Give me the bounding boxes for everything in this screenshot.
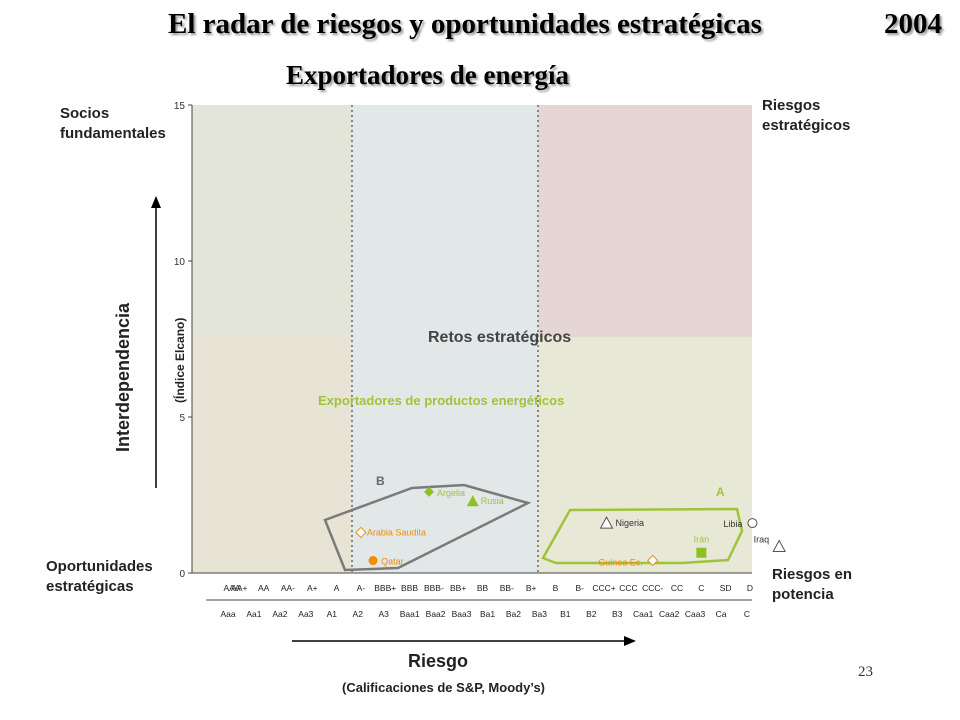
data-point-rusia: [466, 495, 479, 507]
moody-rating-label: Aa1: [246, 609, 261, 619]
group-a-polygon: [541, 507, 744, 565]
quadrant-label-oportunidades: Oportunidades estratégicas: [46, 558, 153, 595]
data-point-ir-n: [696, 547, 707, 558]
data-point-qatar: [368, 556, 378, 566]
slide-subtitle: Exportadores de energía: [286, 60, 569, 90]
data-point-iraq: [772, 539, 787, 552]
quadrant-label-socios: Socios fundamentales: [60, 105, 166, 142]
y-axis-subtitle: (Índice Elcano): [172, 318, 187, 403]
data-point-argelia: [424, 486, 434, 497]
data-point-guinea-ec-: [647, 554, 659, 567]
sp-rating-label: B: [553, 583, 559, 593]
group-a-label: A: [716, 485, 725, 499]
moody-rating-label: Ca: [716, 609, 727, 619]
data-point-label: Rusia: [481, 496, 504, 506]
sp-rating-label: BB: [477, 583, 489, 593]
moody-rating-label: Caa2: [659, 609, 680, 619]
sp-rating-label: CCC-: [642, 583, 663, 593]
data-point-libia: [747, 518, 758, 529]
moody-rating-label: Ba3: [532, 609, 547, 619]
sp-rating-label: AAA: [223, 583, 240, 593]
data-point-label: Iraq: [754, 534, 770, 544]
legend-label: Exportadores de productos energéticos: [318, 393, 564, 408]
region-retos: [352, 105, 538, 573]
sp-rating-label: A: [334, 583, 340, 593]
sp-rating-label: CC: [671, 583, 683, 593]
sp-rating-label: AA+: [231, 583, 247, 593]
sp-rating-label: A-: [357, 583, 366, 593]
y-axis-title: Interdependencia: [113, 302, 133, 452]
sp-rating-label: SD: [720, 583, 732, 593]
moody-rating-label: Aa3: [298, 609, 313, 619]
moody-rating-label: Caa3: [685, 609, 706, 619]
moody-rating-label: Baa1: [400, 609, 420, 619]
sp-rating-label: B+: [526, 583, 537, 593]
sp-rating-label: D: [747, 583, 753, 593]
center-label-retos: Retos estratégicos: [428, 329, 571, 346]
moody-rating-label: B1: [560, 609, 571, 619]
moody-rating-label: Baa2: [426, 609, 446, 619]
data-point-nigeria: [599, 516, 614, 529]
sp-rating-label: BB-: [500, 583, 514, 593]
slide-year: 2004: [884, 8, 942, 40]
sp-rating-label: C: [698, 583, 704, 593]
sp-rating-label: BBB-: [424, 583, 444, 593]
region-riesgos-estrategicos: [538, 105, 752, 337]
data-point-label: Libia: [723, 519, 742, 529]
x-arrow-head: [624, 636, 636, 646]
moody-rating-label: A3: [378, 609, 389, 619]
y-tick-label: 5: [179, 413, 185, 424]
moody-rating-label: Ba1: [480, 609, 495, 619]
sp-rating-label: CCC+: [592, 583, 615, 593]
quadrant-label-riesgos-potencia: Riesgos en potencia: [772, 566, 853, 603]
data-point-label: Qatar: [381, 557, 404, 567]
sp-rating-label: AA-: [281, 583, 295, 593]
moody-rating-label: Baa3: [452, 609, 472, 619]
sp-rating-label: BBB+: [374, 583, 396, 593]
y-arrow-head: [151, 196, 161, 208]
moody-rating-label: Caa1: [633, 609, 654, 619]
data-point-label: Nigeria: [616, 518, 645, 528]
moody-rating-label: B3: [612, 609, 623, 619]
y-tick-label: 15: [174, 101, 186, 112]
slide-title: El radar de riesgos y oportunidades estr…: [168, 8, 762, 40]
data-point-arabia-saudita: [355, 526, 367, 539]
moody-rating-label: C: [744, 609, 750, 619]
moody-rating-label: Ba2: [506, 609, 521, 619]
moody-rating-label: B2: [586, 609, 597, 619]
data-point-label: Guinea Ec.: [598, 558, 643, 568]
y-tick-label: 10: [174, 257, 186, 268]
group-b-label: B: [376, 474, 385, 488]
data-point-label: Argelia: [437, 488, 465, 498]
moody-rating-label: Aa2: [272, 609, 287, 619]
sp-rating-label: AA: [258, 583, 270, 593]
sp-rating-label: BBB: [401, 583, 418, 593]
moody-rating-label: Aaa: [220, 609, 235, 619]
region-oportunidades: [192, 337, 352, 573]
moody-rating-label: A2: [353, 609, 364, 619]
region-socios: [192, 105, 352, 337]
x-axis-title: Riesgo: [408, 651, 468, 671]
sp-rating-label: CCC: [619, 583, 637, 593]
sp-rating-label: A+: [307, 583, 318, 593]
quadrant-label-riesgos-estrategicos: Riesgos estratégicos: [762, 97, 851, 134]
moody-rating-label: A1: [327, 609, 338, 619]
data-point-label: Arabia Saudita: [367, 527, 426, 537]
x-axis-subtitle: (Calificaciones de S&P, Moody’s): [342, 680, 545, 695]
page-number: 23: [858, 664, 873, 680]
sp-rating-label: BB+: [450, 583, 466, 593]
data-point-label: Irán: [694, 535, 710, 545]
group-b-polygon: [323, 483, 532, 572]
sp-rating-label: B-: [576, 583, 585, 593]
region-riesgos-potencia: [538, 337, 752, 573]
y-tick-label: 0: [179, 569, 185, 580]
